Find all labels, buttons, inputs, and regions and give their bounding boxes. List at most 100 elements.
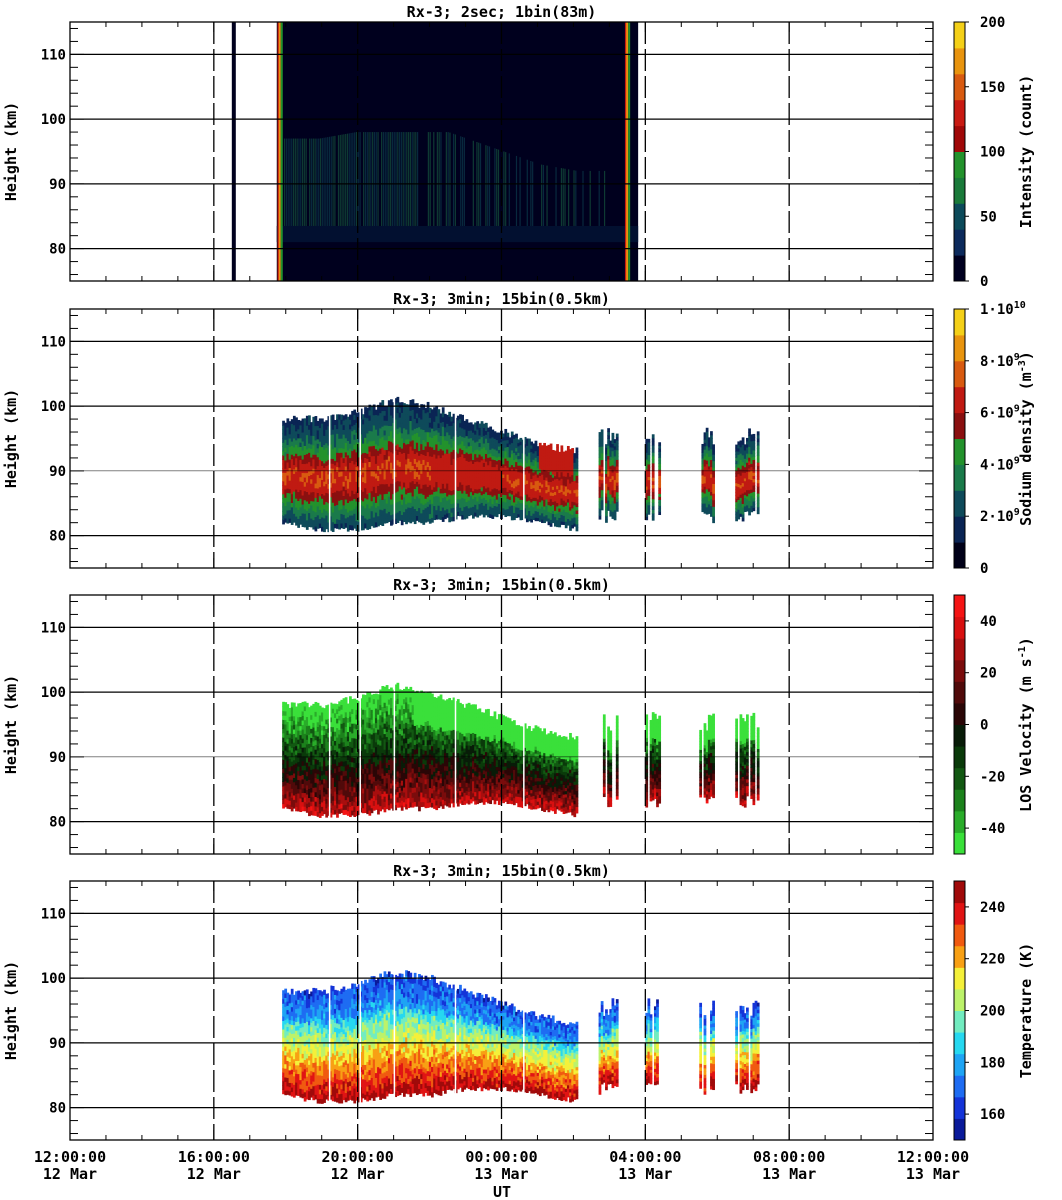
data-cell xyxy=(336,746,339,752)
data-cell xyxy=(502,470,505,475)
data-cell xyxy=(705,467,709,472)
data-cell xyxy=(739,449,743,454)
data-cell xyxy=(333,473,337,479)
data-cell xyxy=(310,505,313,510)
data-cell xyxy=(487,513,490,518)
data-cell xyxy=(385,439,389,446)
data-cell xyxy=(314,777,318,783)
data-cell xyxy=(437,422,441,428)
data-cell xyxy=(469,499,473,504)
data-cell xyxy=(344,447,348,453)
data-cell xyxy=(314,425,318,431)
data-cell xyxy=(487,501,490,507)
data-cell xyxy=(301,806,305,812)
data-cell xyxy=(318,463,322,469)
data-cell xyxy=(305,448,309,455)
data-cell xyxy=(305,486,309,493)
data-cell xyxy=(508,496,512,500)
data-cell xyxy=(402,511,406,518)
data-cell xyxy=(290,743,294,749)
data-cell xyxy=(575,496,579,501)
data-cell xyxy=(491,433,495,438)
data-cell xyxy=(474,445,477,451)
data-cell xyxy=(541,490,544,495)
data-cell xyxy=(297,806,301,812)
data-cell xyxy=(409,399,413,406)
data-cell xyxy=(364,427,367,433)
data-cell xyxy=(286,479,290,485)
data-cell xyxy=(752,475,756,480)
data-cell xyxy=(525,462,529,467)
data-cell xyxy=(303,436,307,442)
data-cell xyxy=(422,454,426,460)
data-cell xyxy=(366,509,370,515)
data-cell xyxy=(394,434,398,441)
data-cell xyxy=(658,460,662,464)
data-cell xyxy=(735,504,738,509)
data-cell xyxy=(506,477,510,482)
data-cell xyxy=(282,511,285,516)
count-column xyxy=(388,132,390,230)
data-cell xyxy=(344,508,348,514)
data-cell xyxy=(318,752,322,758)
data-cell xyxy=(318,514,322,520)
data-cell xyxy=(701,458,705,462)
data-cell xyxy=(651,495,655,500)
data-cell xyxy=(299,779,303,785)
data-cell xyxy=(353,498,357,504)
data-cell xyxy=(295,706,298,712)
data-cell xyxy=(538,449,542,454)
data-cell xyxy=(746,480,749,485)
data-cell xyxy=(368,435,372,442)
data-cell xyxy=(392,478,395,484)
data-cell xyxy=(513,480,516,485)
data-cell xyxy=(303,769,307,775)
data-cell xyxy=(508,463,512,468)
data-cell xyxy=(707,478,711,483)
data-cell xyxy=(547,488,551,492)
data-cell xyxy=(551,459,555,463)
data-cell xyxy=(647,504,651,509)
data-cell xyxy=(556,468,559,473)
data-cell xyxy=(605,486,608,491)
data-cell xyxy=(607,435,610,439)
data-cell xyxy=(752,443,756,448)
data-cell xyxy=(295,480,298,486)
data-cell xyxy=(400,514,404,521)
data-cell xyxy=(329,750,333,756)
data-cell xyxy=(383,493,387,500)
data-cell xyxy=(513,516,516,521)
data-cell xyxy=(308,752,311,758)
data-cell xyxy=(377,435,380,441)
data-cell xyxy=(381,473,385,479)
data-cell xyxy=(418,436,421,442)
data-cell xyxy=(478,480,482,486)
data-cell xyxy=(426,426,430,433)
data-cell xyxy=(658,472,662,476)
data-cell xyxy=(547,464,551,469)
data-cell xyxy=(437,445,441,451)
data-cell xyxy=(305,434,309,440)
data-cell xyxy=(478,434,482,440)
data-cell xyxy=(402,452,406,458)
data-cell xyxy=(325,478,329,485)
data-cell xyxy=(615,507,619,512)
data-cell xyxy=(297,509,301,515)
data-cell xyxy=(336,737,339,743)
data-cell xyxy=(411,490,415,497)
data-cell xyxy=(301,778,305,784)
data-cell xyxy=(431,437,434,443)
data-cell xyxy=(351,465,354,471)
data-cell xyxy=(446,491,449,497)
data-cell xyxy=(508,453,512,458)
data-cell xyxy=(310,513,313,519)
data-cell xyxy=(407,404,411,410)
data-cell xyxy=(569,452,572,457)
data-cell xyxy=(314,744,318,750)
data-cell xyxy=(735,485,738,490)
data-cell xyxy=(710,484,713,489)
data-cell xyxy=(645,475,649,480)
data-cell xyxy=(504,450,508,455)
data-cell xyxy=(312,713,316,719)
